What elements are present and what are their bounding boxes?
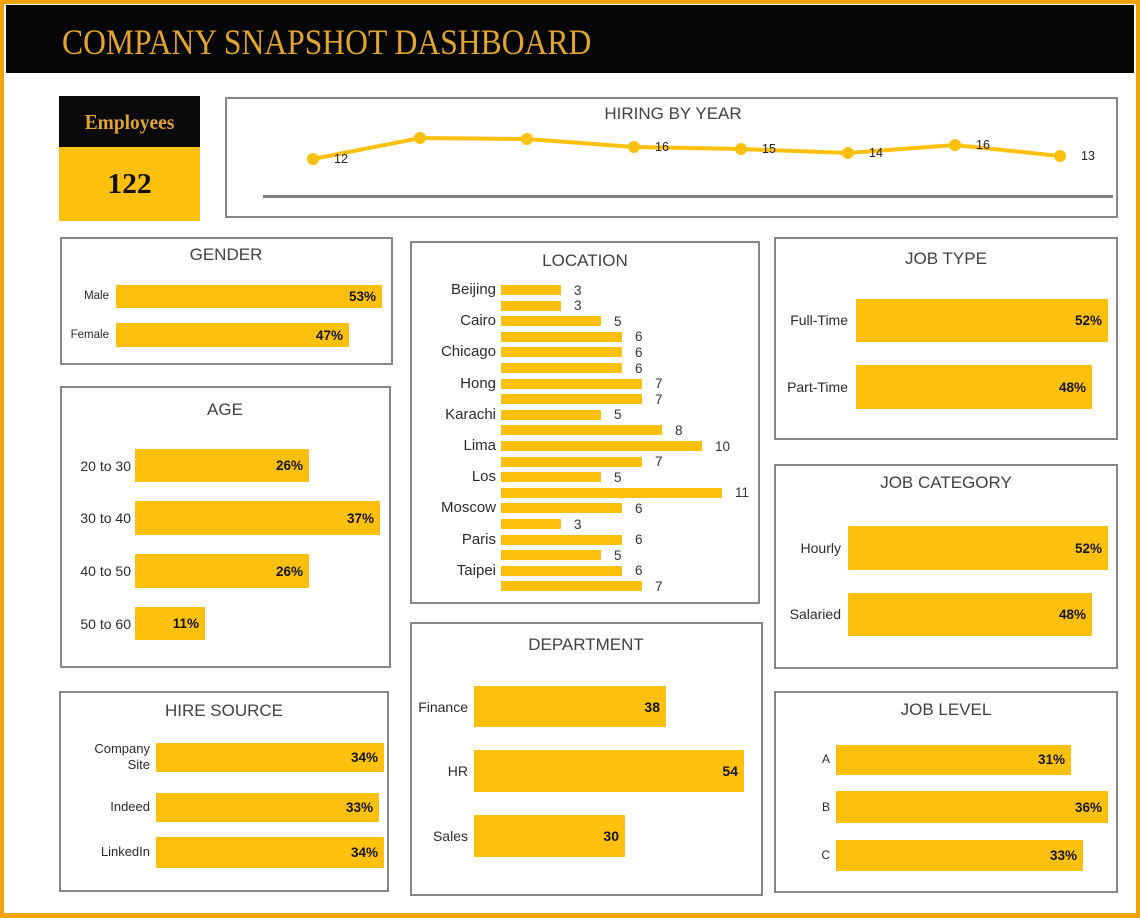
svg-text:12: 12 bbox=[334, 152, 348, 166]
svg-text:16: 16 bbox=[976, 138, 990, 152]
svg-text:14: 14 bbox=[869, 146, 883, 160]
svg-text:13: 13 bbox=[1081, 149, 1095, 163]
svg-text:15: 15 bbox=[762, 142, 776, 156]
svg-text:16: 16 bbox=[655, 140, 669, 154]
